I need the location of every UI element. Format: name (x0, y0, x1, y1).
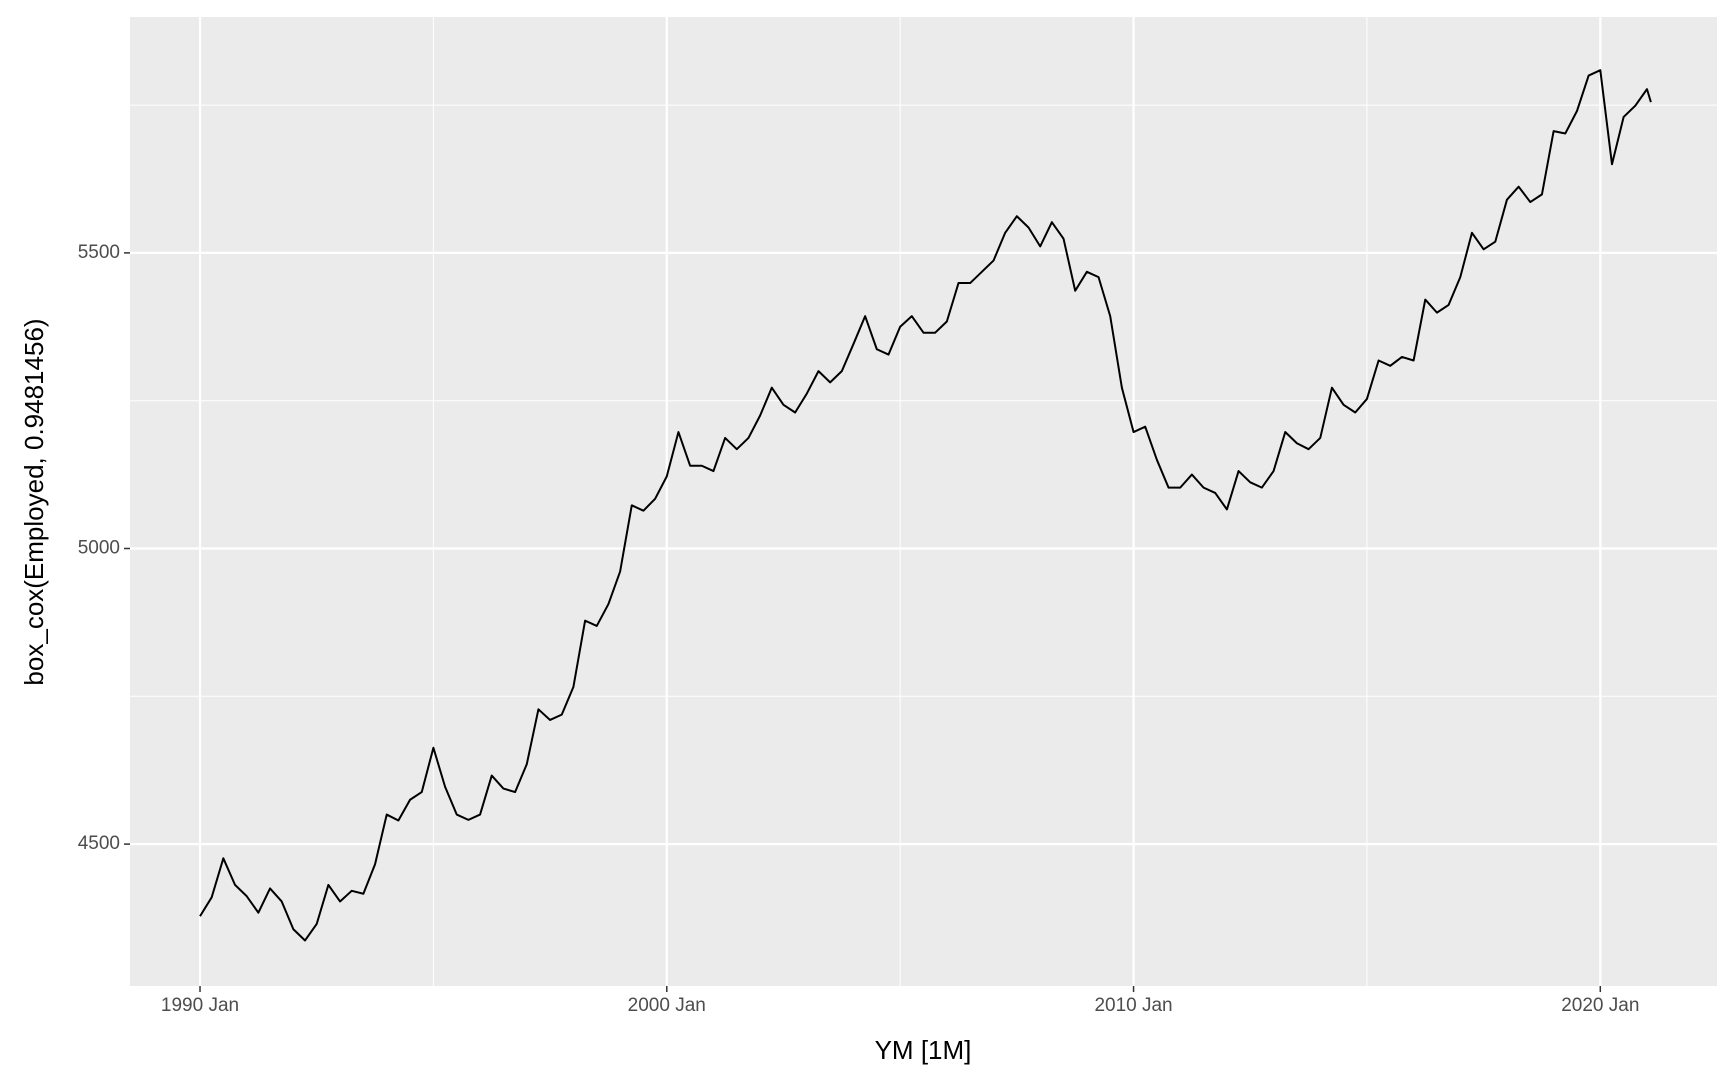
y-tick-label: 5000 (78, 538, 120, 559)
x-tick-label: 2010 Jan (1094, 995, 1172, 1016)
y-tick-label: 4500 (78, 833, 120, 854)
x-tick-label: 1990 Jan (161, 995, 239, 1016)
x-tick-label: 2000 Jan (628, 995, 706, 1016)
plot (130, 17, 1717, 986)
x-axis-title: YM [1M] (875, 1035, 972, 1065)
y-axis-title: box_cox(Employed, 0.9481456) (19, 318, 49, 685)
line (199, 69, 1652, 942)
panel (130, 17, 1717, 986)
x-tick-label: 2020 Jan (1561, 995, 1639, 1016)
y-tick-label: 5500 (78, 242, 120, 263)
